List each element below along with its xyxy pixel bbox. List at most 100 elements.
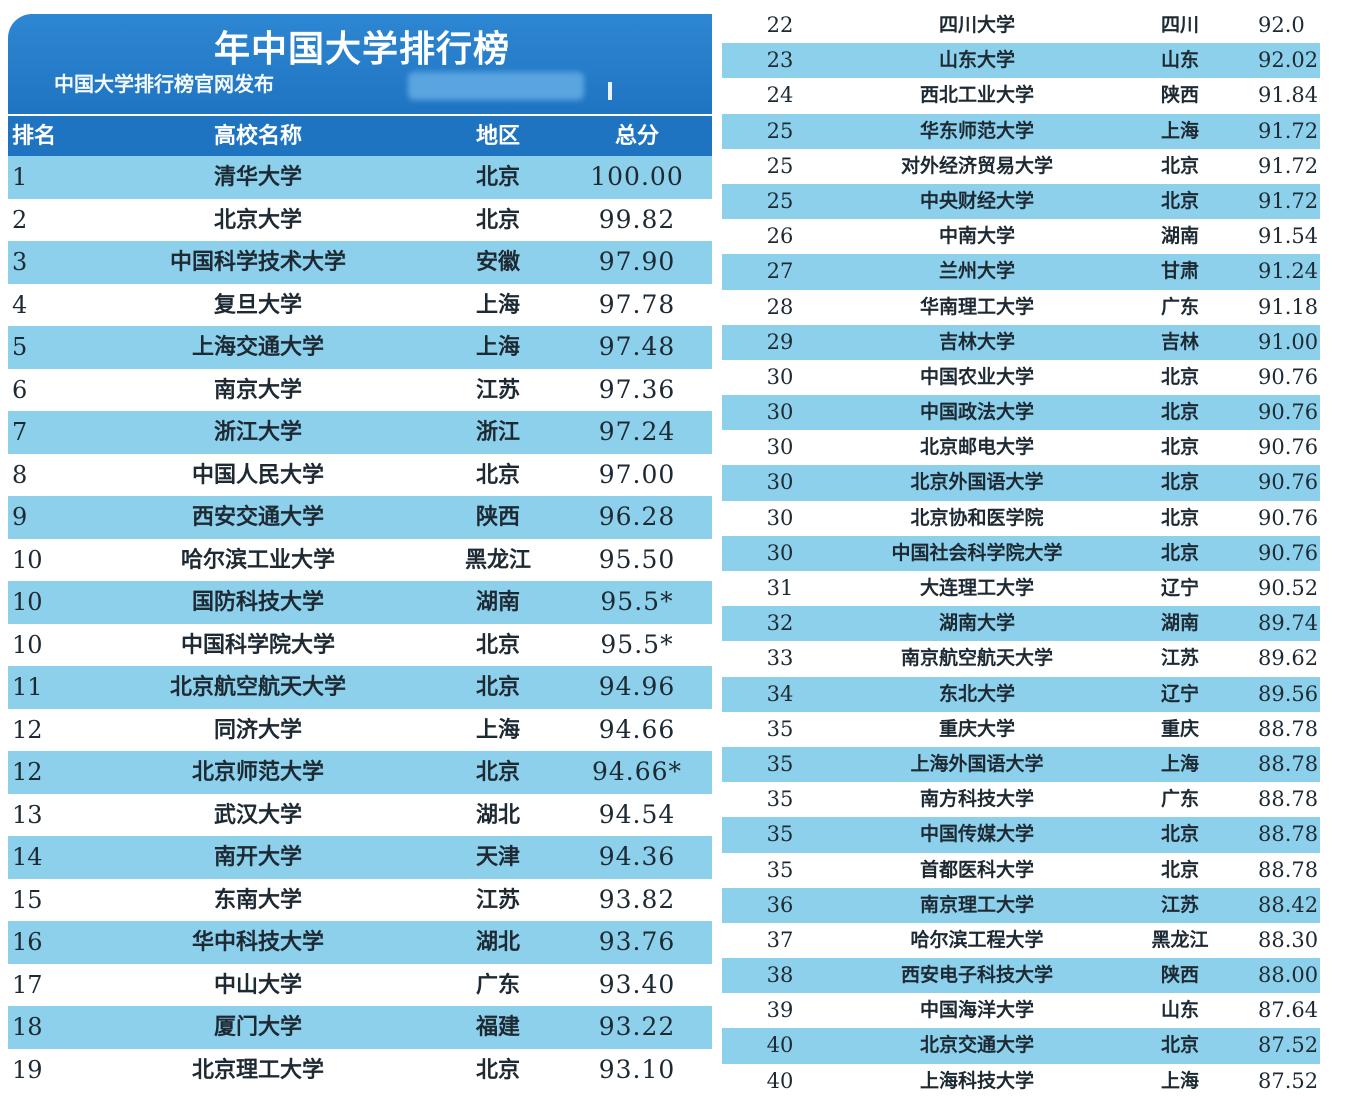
score-cell: 99.82 — [598, 204, 676, 234]
rank-cell: 31 — [766, 576, 794, 600]
header-name: 高校名称 — [213, 123, 302, 149]
rank-cell: 23 — [766, 48, 794, 73]
university-name: 西安交通大学 — [191, 504, 324, 530]
rank-cell: 5 — [12, 333, 28, 361]
university-name: 中央财经大学 — [919, 189, 1034, 212]
university-name: 大连理工大学 — [919, 577, 1034, 599]
score-cell: 97.24 — [598, 417, 676, 446]
university-name: 上海科技大学 — [919, 1069, 1034, 1092]
university-name: 重庆大学 — [938, 717, 1015, 740]
university-name: 北京协和医学院 — [910, 506, 1044, 529]
university-name: 北京邮电大学 — [919, 436, 1034, 459]
rank-cell: 7 — [12, 418, 28, 446]
rank-cell: 6 — [12, 375, 28, 404]
score-cell: 94.54 — [598, 799, 676, 829]
region-cell: 北京 — [475, 631, 520, 658]
rank-cell: 28 — [766, 294, 794, 319]
region-cell: 江苏 — [475, 376, 520, 403]
rank-cell: 25 — [766, 153, 794, 178]
university-name: 中国社会科学院大学 — [891, 541, 1063, 564]
ranking-banner: 年中国大学排行榜 中国大学排行榜官网发布 — [8, 14, 712, 114]
region-cell: 上海 — [1160, 1069, 1199, 1092]
table-row: 32 湖南大学 湖南 89.74 — [722, 606, 1320, 642]
rank-cell: 10 — [12, 588, 43, 616]
university-name: 南京航空航天大学 — [900, 647, 1053, 670]
region-cell: 北京 — [1160, 365, 1199, 388]
table-row: 13 武汉大学 湖北 94.54 — [8, 793, 712, 836]
rank-cell: 12 — [12, 758, 43, 786]
rank-cell: 10 — [12, 545, 43, 574]
table-row: 35 上海外国语大学 上海 88.78 — [722, 746, 1320, 783]
region-cell: 辽宁 — [1160, 682, 1199, 705]
university-name: 西安电子科技大学 — [900, 964, 1053, 987]
table-row: 10 国防科技大学 湖南 95.5* — [8, 581, 712, 624]
region-cell: 福建 — [475, 1014, 520, 1040]
table-row: 35 南方科技大学 广东 88.78 — [722, 782, 1320, 818]
university-name: 中国科学技术大学 — [169, 249, 346, 275]
university-name: 山东大学 — [938, 49, 1015, 72]
region-cell: 北京 — [475, 674, 520, 700]
table-row: 40 上海科技大学 上海 87.52 — [722, 1063, 1320, 1099]
score-cell: 93.10 — [598, 1054, 676, 1084]
region-cell: 北京 — [1160, 401, 1199, 424]
rank-cell: 25 — [766, 118, 794, 143]
table-row: 30 中国社会科学院大学 北京 90.76 — [722, 535, 1320, 571]
table-row: 37 哈尔滨工程大学 黑龙江 88.30 — [722, 922, 1320, 959]
header-region: 地区 — [475, 123, 520, 149]
table-row: 27 兰州大学 甘肃 91.24 — [722, 254, 1320, 290]
table-row: 35 首都医科大学 北京 88.78 — [722, 852, 1320, 888]
rank-cell: 17 — [12, 970, 43, 999]
score-cell: 95.5* — [600, 629, 674, 659]
rank-cell: 38 — [766, 963, 794, 988]
table-row: 1 清华大学 北京 100.00 — [8, 156, 712, 199]
region-cell: 广东 — [1160, 295, 1199, 318]
university-name: 南京大学 — [213, 376, 302, 403]
bottom-fade — [8, 1094, 712, 1104]
table-row: 16 华中科技大学 湖北 93.76 — [8, 921, 712, 964]
table-row: 7 浙江大学 浙江 97.24 — [8, 411, 712, 454]
rank-cell: 30 — [766, 435, 794, 460]
header-rank: 排名 — [12, 123, 57, 149]
score-cell: 87.52 — [1258, 1068, 1319, 1093]
university-name: 哈尔滨工业大学 — [180, 546, 335, 573]
university-name: 中国传媒大学 — [919, 823, 1034, 846]
rank-cell: 30 — [766, 364, 794, 389]
region-cell: 北京 — [475, 461, 520, 488]
region-cell: 北京 — [1160, 506, 1199, 529]
rank-cell: 32 — [766, 611, 794, 636]
region-cell: 黑龙江 — [1151, 928, 1209, 951]
university-name: 中南大学 — [938, 225, 1015, 248]
university-name: 北京航空航天大学 — [169, 674, 346, 700]
region-cell: 江苏 — [1160, 647, 1199, 670]
university-name: 北京理工大学 — [191, 1056, 324, 1083]
score-cell: 90.76 — [1258, 470, 1319, 495]
rank-cell: 16 — [12, 928, 43, 956]
university-name: 清华大学 — [213, 164, 302, 190]
rank-cell: 33 — [766, 646, 794, 671]
score-cell: 91.72 — [1258, 188, 1319, 213]
region-cell: 北京 — [1160, 541, 1199, 564]
table-row: 18 厦门大学 福建 93.22 — [8, 1006, 712, 1049]
table-row: 12 北京师范大学 北京 94.66* — [8, 751, 712, 794]
university-name: 南京理工大学 — [919, 893, 1034, 916]
rank-cell: 35 — [766, 822, 794, 847]
table-row: 30 中国政法大学 北京 90.76 — [722, 395, 1320, 431]
score-cell: 88.78 — [1258, 751, 1319, 776]
table-row: 36 南京理工大学 江苏 88.42 — [722, 887, 1320, 923]
region-cell: 上海 — [475, 334, 520, 360]
table-row: 31 大连理工大学 辽宁 90.52 — [722, 571, 1320, 607]
header-score: 总分 — [614, 123, 659, 149]
rank-cell: 24 — [766, 83, 794, 108]
score-cell: 88.78 — [1258, 787, 1319, 812]
region-cell: 四川 — [1160, 14, 1199, 36]
score-cell: 90.52 — [1258, 576, 1319, 600]
table-row: 19 北京理工大学 北京 93.10 — [8, 1048, 712, 1091]
right-ranking-panel: 22 四川大学 四川 92.0 23 山东大学 山东 92.02 24 西北工业大学 陕西 91.84… — [722, 0, 1320, 1104]
region-cell: 湖南 — [1160, 612, 1199, 635]
region-cell: 浙江 — [475, 419, 520, 445]
rank-cell: 26 — [766, 224, 794, 249]
table-row: 14 南开大学 天津 94.36 — [8, 836, 712, 879]
table-row: 22 四川大学 四川 92.0 — [722, 8, 1320, 44]
region-cell: 天津 — [475, 844, 520, 870]
bottom-fade — [722, 1094, 1320, 1104]
